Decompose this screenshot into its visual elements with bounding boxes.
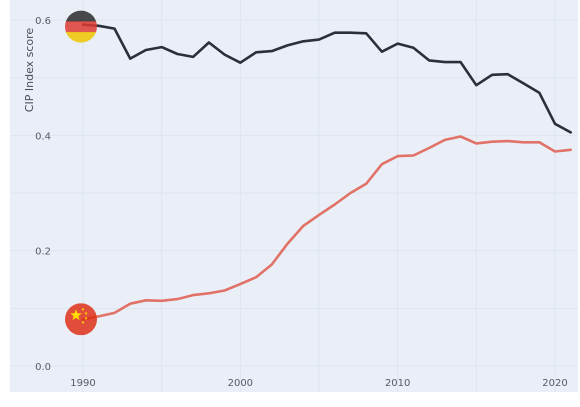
china-series-line bbox=[81, 135, 572, 321]
y-tick-label: 0.0 bbox=[35, 362, 51, 373]
y-tick-label: 0.4 bbox=[35, 131, 51, 142]
plot-background bbox=[10, 0, 578, 392]
series-lines bbox=[81, 23, 572, 321]
y-tick-label: 0.2 bbox=[35, 247, 51, 258]
y-axis-title: CIP Index score bbox=[23, 28, 36, 113]
y-tick-label: 0.6 bbox=[35, 16, 51, 27]
tick-labels: 1990 2000 2010 2020 0.0 0.2 0.4 0.6 bbox=[35, 16, 568, 389]
germany-series-line bbox=[81, 23, 572, 134]
china-flag-icon bbox=[65, 303, 97, 336]
germany-flag-icon bbox=[65, 10, 97, 43]
grid-lines bbox=[10, 0, 578, 392]
flag-markers bbox=[65, 10, 97, 336]
x-tick-label: 2020 bbox=[542, 378, 567, 389]
x-tick-label: 2010 bbox=[385, 378, 410, 389]
x-tick-label: 1990 bbox=[70, 378, 95, 389]
x-tick-label: 2000 bbox=[228, 378, 253, 389]
